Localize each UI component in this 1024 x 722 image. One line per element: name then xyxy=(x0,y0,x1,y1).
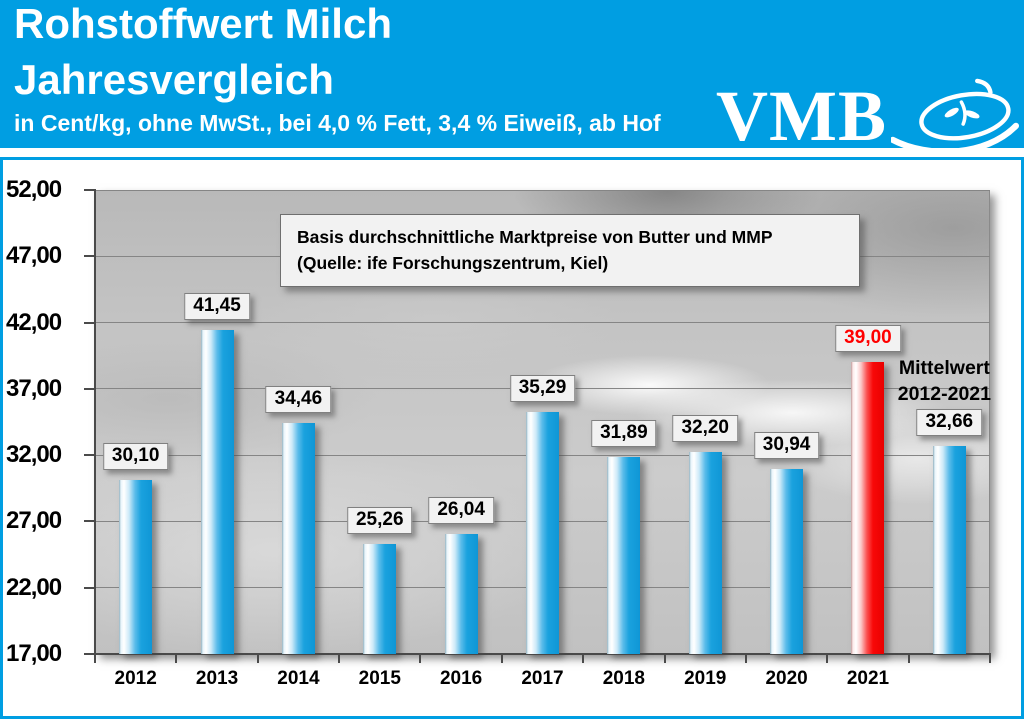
x-tick-mark xyxy=(582,655,585,663)
x-axis-label: 2013 xyxy=(195,668,239,689)
y-tick-mark xyxy=(84,454,95,457)
bar-value-label: 26,04 xyxy=(428,497,494,525)
bar-highlight xyxy=(851,362,885,654)
bar xyxy=(688,452,722,654)
y-tick-label: 27,00 xyxy=(6,507,62,535)
vmb-logo-swirl-icon xyxy=(890,78,1020,148)
x-tick-mark xyxy=(744,655,747,663)
bar xyxy=(444,534,478,654)
mean-caption-line1: Mittelwert xyxy=(898,357,990,379)
bar-value-label: 30,94 xyxy=(753,432,820,460)
bar xyxy=(200,329,234,654)
annotation-line2: (Quelle: ife Forschungszentrum, Kiel) xyxy=(297,253,609,274)
x-axis-label: 2021 xyxy=(846,668,890,689)
annotation-box: Basis durchschnittliche Marktpreise von … xyxy=(280,214,860,287)
bar-value-label: 32,20 xyxy=(672,415,738,443)
y-tick-label: 17,00 xyxy=(6,640,62,667)
x-tick-mark xyxy=(256,655,259,663)
y-tick-mark xyxy=(84,520,95,523)
x-axis-label: 2018 xyxy=(602,668,645,689)
bar-value-label: 25,26 xyxy=(346,507,413,535)
x-tick-mark xyxy=(989,655,991,663)
x-tick-mark xyxy=(826,655,829,663)
bar xyxy=(119,480,153,654)
y-tick-label: 37,00 xyxy=(6,374,62,402)
bar xyxy=(526,411,559,654)
y-tick-mark xyxy=(84,586,95,589)
bar xyxy=(607,456,641,654)
mean-value-caption: Mittelwert 2012-2021 xyxy=(898,356,991,407)
y-tick-mark xyxy=(84,321,95,324)
vmb-logo-text: VMB xyxy=(716,75,887,148)
bar-value-label: 41,45 xyxy=(184,292,250,320)
bar-value-label: 34,46 xyxy=(265,385,332,413)
page-subtitle: in Cent/kg, ohne MwSt., bei 4,0 % Fett, … xyxy=(14,110,661,136)
bar xyxy=(932,446,966,654)
bar-value-label: 39,00 xyxy=(835,325,901,353)
header-band: Rohstoffwert Milch Jahresvergleich in Ce… xyxy=(0,0,1024,148)
bar-value-label: 31,89 xyxy=(591,419,657,447)
x-axis-label: 2016 xyxy=(439,668,483,689)
page-title-line1: Rohstoffwert Milch xyxy=(14,0,392,47)
bar-value-label: 32,66 xyxy=(916,409,983,437)
y-axis-line xyxy=(94,189,96,655)
y-tick-label: 42,00 xyxy=(6,308,62,336)
x-tick-mark xyxy=(907,655,910,663)
y-tick-mark xyxy=(84,387,95,390)
bar xyxy=(281,422,315,654)
x-axis-line xyxy=(87,653,991,655)
y-tick-mark xyxy=(84,189,95,191)
x-tick-mark xyxy=(94,655,96,663)
bar xyxy=(770,469,804,654)
page-title-line2: Jahresvergleich xyxy=(14,56,334,103)
x-axis-label: 2014 xyxy=(277,668,320,689)
bar-value-label: 30,10 xyxy=(102,443,169,471)
x-axis-label: 2017 xyxy=(521,668,564,689)
x-axis-label: 2015 xyxy=(358,668,401,689)
y-tick-label: 32,00 xyxy=(6,441,62,469)
x-tick-mark xyxy=(419,655,422,663)
x-tick-mark xyxy=(175,655,178,663)
vmb-logo: VMB xyxy=(716,76,1023,148)
annotation-line1: Basis durchschnittliche Marktpreise von … xyxy=(297,227,773,247)
x-tick-mark xyxy=(500,655,503,663)
gridline xyxy=(95,189,990,191)
y-tick-label: 22,00 xyxy=(6,573,62,601)
y-tick-label: 47,00 xyxy=(6,242,62,270)
mean-caption-line2: 2012-2021 xyxy=(897,382,991,405)
gridline xyxy=(95,322,990,324)
x-axis-label: 2019 xyxy=(684,668,727,689)
x-axis-label: 2020 xyxy=(765,668,808,689)
x-tick-mark xyxy=(338,655,341,663)
bar-value-label: 35,29 xyxy=(509,374,576,402)
bar xyxy=(363,544,397,654)
x-axis-label: 2012 xyxy=(114,668,157,689)
y-tick-mark xyxy=(84,255,95,258)
x-tick-mark xyxy=(663,655,666,663)
y-tick-label: 52,00 xyxy=(6,176,62,203)
